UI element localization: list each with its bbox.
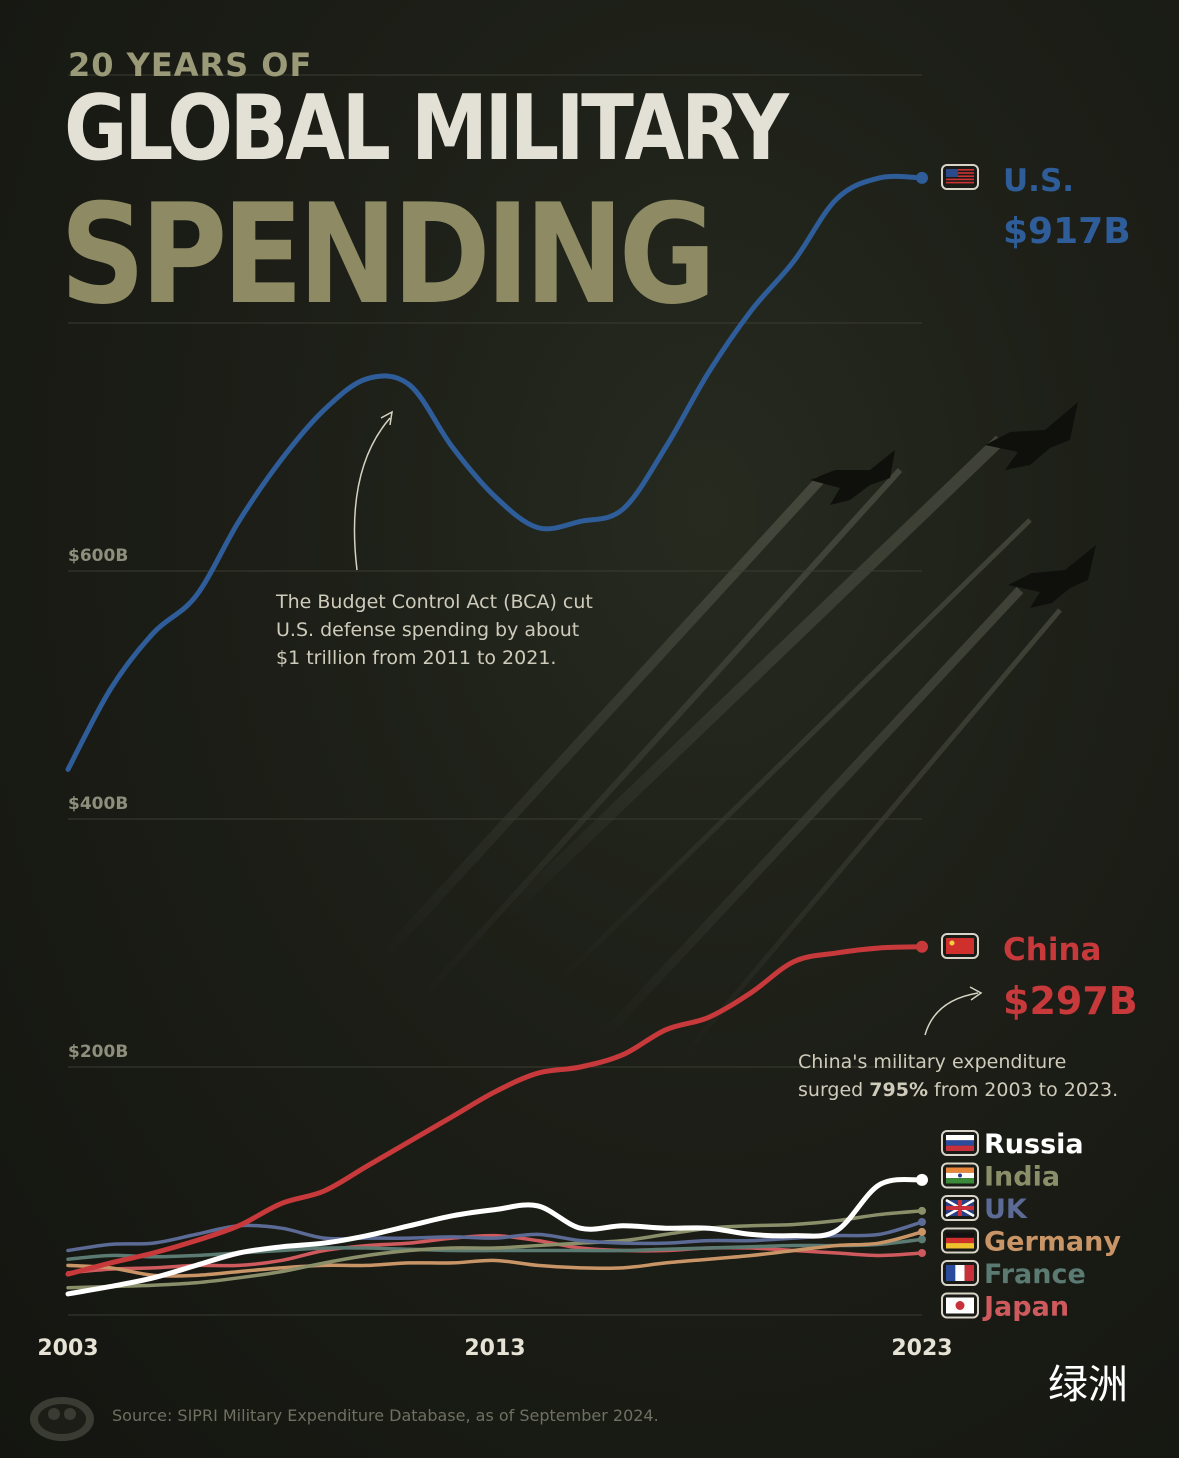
series-line-us xyxy=(65,173,925,772)
series-line-china xyxy=(65,944,925,1277)
watermark: 绿洲 xyxy=(1048,1362,1128,1408)
title-main: GLOBAL MILITARY xyxy=(64,76,789,181)
value-china: $297B xyxy=(1003,979,1138,1023)
jet-trails xyxy=(376,435,1062,1062)
label-russia: Russia xyxy=(984,1129,1084,1160)
series-line-france xyxy=(66,1237,924,1261)
china-annotation-arrow xyxy=(924,992,979,1036)
label-uk: UK xyxy=(984,1194,1028,1225)
y-axis: $200B $400B $600B xyxy=(68,546,128,1062)
x-tick-label: 2023 xyxy=(891,1336,952,1361)
endpoint-japan xyxy=(918,1249,926,1257)
endpoint-china xyxy=(916,940,928,953)
china-arrowhead xyxy=(969,986,983,1001)
x-tick-label: 2003 xyxy=(37,1336,98,1361)
y-tick-label: $200B xyxy=(68,1042,128,1062)
endpoint-india xyxy=(918,1206,926,1215)
x-tick-label: 2013 xyxy=(464,1336,525,1361)
value-us: $917B xyxy=(1003,211,1131,252)
y-tick-label: $400B xyxy=(68,794,128,814)
series-line-uk xyxy=(66,1220,924,1253)
flag-france-icon xyxy=(941,1260,979,1286)
series-line-india xyxy=(66,1209,924,1290)
series-lines xyxy=(65,171,928,1297)
annotation-line: $1 trillion from 2011 to 2021. xyxy=(276,647,556,669)
label-japan: Japan xyxy=(982,1292,1069,1323)
publisher-logo-icon xyxy=(30,1397,94,1441)
x-axis: 2003 2013 2023 xyxy=(37,1336,952,1361)
flag-germany-icon xyxy=(941,1227,979,1254)
series-line-germany xyxy=(66,1230,924,1278)
fighter-jet-icon xyxy=(1008,545,1096,608)
series-line-russia xyxy=(65,1176,925,1297)
endpoint-germany xyxy=(918,1227,926,1236)
annotation-line: The Budget Control Act (BCA) cut xyxy=(275,591,593,613)
endpoint-uk xyxy=(918,1218,926,1226)
flag-china-icon xyxy=(941,933,979,959)
us-annotation: The Budget Control Act (BCA) cut U.S. de… xyxy=(275,591,593,669)
label-china: China xyxy=(1003,932,1101,968)
label-us: U.S. xyxy=(1003,163,1074,199)
annotation-line: surged 795% from 2003 to 2023. xyxy=(798,1079,1118,1101)
flag-uk-icon xyxy=(941,1195,979,1221)
fighter-jet-icon xyxy=(810,450,895,505)
y-tick-label: $600B xyxy=(68,546,128,566)
flag-india-icon xyxy=(941,1162,979,1189)
flag-russia-icon xyxy=(941,1130,979,1156)
title-emphasis: SPENDING xyxy=(60,174,716,335)
endpoint-france xyxy=(918,1235,926,1244)
fighter-jets xyxy=(810,402,1096,608)
us-arrowhead xyxy=(380,410,393,426)
annotation-line: U.S. defense spending by about xyxy=(276,619,579,641)
flag-us-icon xyxy=(941,164,979,190)
endpoint-russia xyxy=(916,1173,928,1186)
label-germany: Germany xyxy=(984,1227,1121,1258)
fighter-jet-icon xyxy=(985,402,1078,470)
flag-japan-icon xyxy=(941,1292,979,1319)
annotation-line: China's military expenditure xyxy=(798,1051,1066,1073)
series-line-japan xyxy=(66,1233,924,1275)
label-france: France xyxy=(984,1259,1086,1290)
china-annotation: China's military expenditure surged 795%… xyxy=(798,1051,1118,1101)
series-labels: U.S. $917B China $297B RussiaIndiaUKGermanyF… xyxy=(941,163,1138,1323)
title-kicker: 20 YEARS OF xyxy=(68,46,313,84)
endpoint-us xyxy=(916,171,928,184)
annotation-arrows xyxy=(353,410,983,1036)
source-note: Source: SIPRI Military Expenditure Datab… xyxy=(112,1406,659,1425)
label-india: India xyxy=(984,1162,1060,1193)
us-annotation-arrow xyxy=(353,417,391,571)
